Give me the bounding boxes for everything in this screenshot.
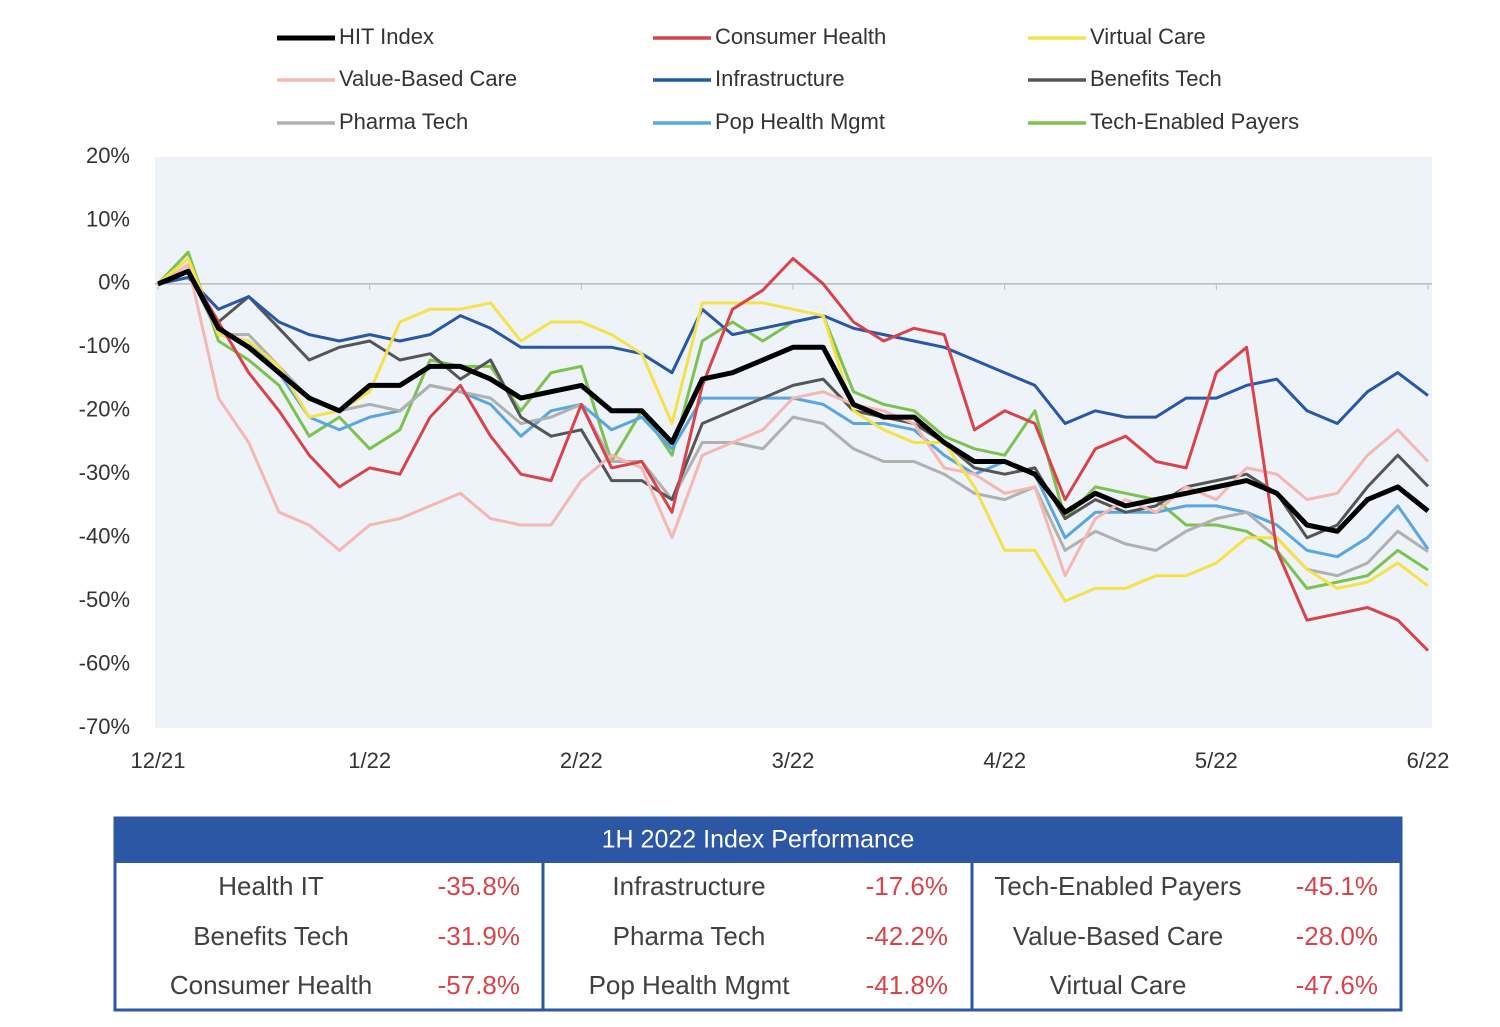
legend-label: Infrastructure bbox=[715, 66, 845, 91]
series-line bbox=[157, 263, 1430, 578]
table-name: Infrastructure bbox=[612, 871, 765, 901]
legend-label: Benefits Tech bbox=[1090, 66, 1222, 91]
table-value: -57.8% bbox=[438, 970, 520, 1000]
table-value: -41.8% bbox=[866, 970, 948, 1000]
y-tick-label: -60% bbox=[79, 650, 130, 675]
table-header bbox=[115, 818, 1401, 863]
table-name: Pop Health Mgmt bbox=[589, 970, 791, 1000]
table-name: Value-Based Care bbox=[1013, 921, 1224, 951]
table-value: -35.8% bbox=[438, 871, 520, 901]
series-line bbox=[157, 268, 1430, 534]
legend-label: Virtual Care bbox=[1090, 24, 1206, 49]
y-tick-label: 0% bbox=[98, 270, 130, 295]
x-tick-label: 12/21 bbox=[130, 748, 185, 773]
legend-label: HIT Index bbox=[339, 24, 434, 49]
table-name: Consumer Health bbox=[170, 970, 372, 1000]
table-name: Tech-Enabled Payers bbox=[994, 871, 1241, 901]
legend-label: Pop Health Mgmt bbox=[715, 109, 885, 134]
table-value: -28.0% bbox=[1296, 921, 1378, 951]
x-tick-label: 5/22 bbox=[1195, 748, 1238, 773]
y-tick-label: 20% bbox=[86, 143, 130, 168]
y-tick-label: -20% bbox=[79, 397, 130, 422]
table-value: -45.1% bbox=[1296, 871, 1378, 901]
y-tick-label: 10% bbox=[86, 206, 130, 231]
series-line bbox=[157, 269, 1429, 578]
table-name: Health IT bbox=[218, 871, 324, 901]
series-line bbox=[157, 276, 1429, 425]
x-tick-label: 3/22 bbox=[772, 748, 815, 773]
table-value: -42.2% bbox=[866, 921, 948, 951]
legend-label: Pharma Tech bbox=[339, 109, 468, 134]
y-tick-label: -70% bbox=[79, 714, 130, 739]
table-name: Pharma Tech bbox=[613, 921, 766, 951]
x-tick-label: 2/22 bbox=[560, 748, 603, 773]
series-line bbox=[157, 257, 1429, 603]
y-tick-label: -10% bbox=[79, 333, 130, 358]
plot-area bbox=[155, 157, 1432, 728]
series-line bbox=[157, 269, 1430, 540]
x-tick-label: 4/22 bbox=[983, 748, 1026, 773]
table-value: -31.9% bbox=[438, 921, 520, 951]
legend-label: Tech-Enabled Payers bbox=[1090, 109, 1299, 134]
table-value: -47.6% bbox=[1296, 970, 1378, 1000]
legend-label: Consumer Health bbox=[715, 24, 886, 49]
table-value: -17.6% bbox=[866, 871, 948, 901]
table-name: Benefits Tech bbox=[193, 921, 349, 951]
y-tick-label: -50% bbox=[79, 587, 130, 612]
x-tick-label: 1/22 bbox=[348, 748, 391, 773]
x-tick-label: 6/22 bbox=[1407, 748, 1450, 773]
y-tick-label: -40% bbox=[79, 523, 130, 548]
y-tick-label: -30% bbox=[79, 460, 130, 485]
table-title: 1H 2022 Index Performance bbox=[602, 826, 915, 854]
legend-label: Value-Based Care bbox=[339, 66, 517, 91]
table-name: Virtual Care bbox=[1050, 970, 1187, 1000]
series-line bbox=[157, 257, 1430, 652]
